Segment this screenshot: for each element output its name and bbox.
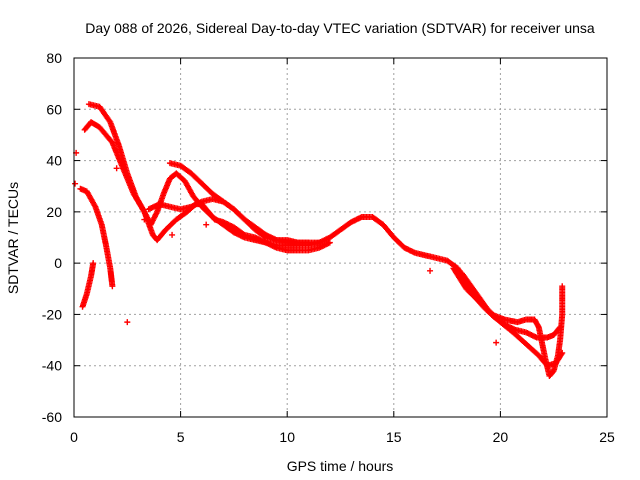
data-point-marker xyxy=(109,283,116,290)
y-tick-label: 0 xyxy=(54,255,62,271)
data-point-marker xyxy=(203,221,210,228)
data-point-marker xyxy=(141,216,148,223)
y-tick-label: -60 xyxy=(42,409,62,425)
data-point-marker xyxy=(305,239,312,246)
y-tick-label: 40 xyxy=(46,153,62,169)
y-tick-label: -20 xyxy=(42,306,62,322)
data-point-marker xyxy=(535,322,542,329)
y-tick-label: -40 xyxy=(42,358,62,374)
y-axis-label: SDTVAR / TECUs xyxy=(5,182,21,294)
data-point-marker xyxy=(90,260,97,267)
data-point-marker xyxy=(326,239,333,246)
data-point-marker xyxy=(72,180,79,187)
data-layer xyxy=(72,101,566,379)
plot-frame xyxy=(73,57,608,418)
data-point-marker xyxy=(124,319,131,326)
y-tick-label: 80 xyxy=(46,50,62,66)
x-tick-label: 0 xyxy=(70,429,78,445)
data-point-marker xyxy=(559,349,566,356)
x-tick-label: 10 xyxy=(279,429,295,445)
x-tick-label: 25 xyxy=(599,429,615,445)
series-track-e xyxy=(77,185,116,290)
data-point-marker xyxy=(493,339,500,346)
data-point-marker xyxy=(113,165,120,172)
data-point-marker xyxy=(316,239,323,246)
x-tick-label: 15 xyxy=(386,429,402,445)
x-tick-label: 5 xyxy=(177,429,185,445)
data-point-marker xyxy=(558,351,565,358)
series-outliers xyxy=(72,149,500,346)
grid-layer xyxy=(74,58,607,417)
data-point-marker xyxy=(427,267,434,274)
tick-layer: 0 5 10 15 20 25 -60 -40 -20 0 20 40 60 80 xyxy=(42,50,615,445)
series-track-b xyxy=(85,101,333,254)
data-point-marker xyxy=(559,283,566,290)
x-axis-label: GPS time / hours xyxy=(287,458,394,474)
series-track-d xyxy=(145,196,312,246)
y-tick-label: 20 xyxy=(46,204,62,220)
series-track-h xyxy=(459,270,566,369)
x-tick-label: 20 xyxy=(493,429,509,445)
chart-title: Day 088 of 2026, Sidereal Day-to-day VTE… xyxy=(85,20,595,36)
series-track-f xyxy=(79,260,97,310)
data-point-marker xyxy=(169,231,176,238)
y-tick-label: 60 xyxy=(46,101,62,117)
